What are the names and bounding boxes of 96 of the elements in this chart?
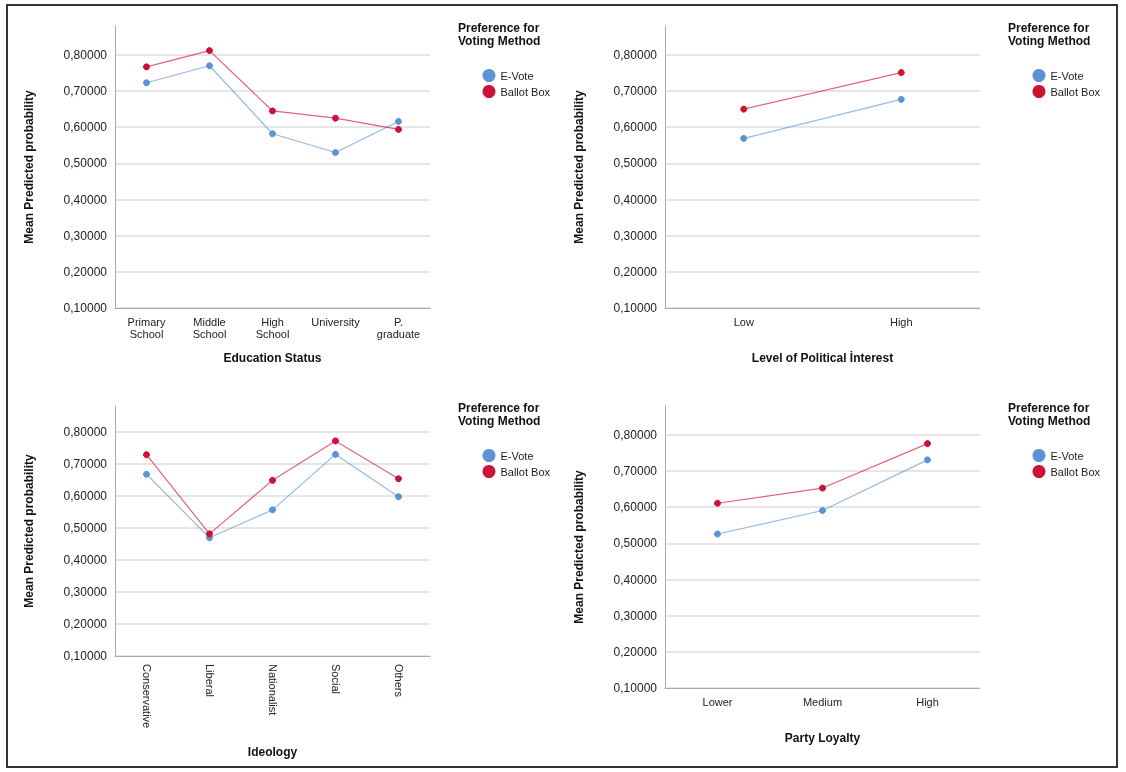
point [332,437,339,445]
legend-label: E-Vote [1050,449,1084,462]
point [897,95,905,103]
y-tick-label: 0,20000 [63,616,108,631]
point [924,456,931,464]
legend-title: Preference for Voting Method [458,400,543,428]
point [143,63,150,71]
y-tick-label: 0,50000 [63,520,108,535]
y-tick-label: 0,30000 [63,228,108,243]
y-tick-label: 0,10000 [63,301,108,315]
legend-label: Ballot Box [500,85,551,98]
y-axis-title: Mean Predicted probability [572,470,586,624]
legend-label: Ballot Box [1050,85,1101,98]
x-tick-label: High School [255,316,290,340]
legend-title: Preference for Voting Method [1008,20,1093,48]
point [395,117,402,125]
point [269,476,276,484]
legend-label: Ballot Box [1050,465,1101,478]
y-tick-label: 0,20000 [613,264,658,279]
x-axis-title: Party Loyalty [784,731,861,745]
y-tick-label: 0,60000 [63,488,108,503]
x-tick-label: Medium [802,696,843,708]
legend-title: Preference for Voting Method [458,20,543,48]
y-axis-title: Mean Predicted probability [22,90,36,244]
y-tick-label: 0,60000 [613,500,658,515]
x-tick-label: Liberal [203,664,216,698]
y-tick-label: 0,30000 [63,584,108,599]
point [269,107,276,115]
x-tick-label: Nationalist [266,664,279,716]
point [924,440,931,448]
y-tick-label: 0,10000 [63,649,108,663]
x-tick-label: Middle School [192,316,227,340]
y-tick-label: 0,60000 [63,120,108,135]
y-tick-label: 0,60000 [613,120,658,135]
point [143,79,150,87]
y-tick-label: 0,80000 [63,47,108,62]
y-tick-label: 0,40000 [63,192,108,207]
y-tick-label: 0,70000 [63,456,108,471]
y-tick-label: 0,80000 [63,424,108,439]
legend-label: Ballot Box [500,465,551,478]
y-tick-label: 0,80000 [613,47,658,62]
point [395,475,402,483]
y-tick-label: 0,30000 [613,608,658,623]
x-tick-label: High [916,696,939,708]
point [395,125,402,133]
y-tick-label: 0,50000 [63,156,108,171]
point [269,506,276,514]
y-axis-title: Mean Predicted probability [22,454,36,608]
x-tick-label: University [311,316,361,328]
y-tick-label: 0,10000 [613,681,658,695]
y-tick-label: 0,50000 [613,156,658,171]
point [740,134,748,142]
y-axis-title: Mean Predicted probability [572,90,586,244]
legend-label: E-Vote [1050,69,1084,82]
point [206,47,213,55]
y-tick-label: 0,70000 [613,84,658,99]
x-tick-label: P. graduate [376,316,421,340]
x-tick-label: Social [329,664,342,694]
point [143,470,150,478]
y-tick-label: 0,10000 [613,301,658,315]
point [206,530,213,538]
x-tick-label: High [889,316,913,328]
point [819,506,826,514]
point [143,451,150,459]
point [395,493,402,501]
legend-label: E-Vote [500,69,534,82]
y-tick-label: 0,20000 [63,264,108,279]
x-tick-label: Lower [702,696,733,708]
y-tick-label: 0,50000 [613,536,658,551]
point [332,149,339,157]
point [897,69,905,77]
y-tick-label: 0,40000 [63,552,108,567]
x-tick-label: Primary School [127,316,166,340]
y-tick-label: 0,20000 [613,644,658,659]
x-tick-label: Conservative [140,664,153,729]
point [206,62,213,70]
y-tick-label: 0,40000 [613,192,658,207]
point [332,450,339,458]
point [819,484,826,492]
y-tick-label: 0,70000 [63,84,108,99]
x-axis-title: Level of Political İnterest [751,350,894,365]
y-tick-label: 0,30000 [613,228,658,243]
point [714,530,721,538]
point [740,105,748,113]
x-axis-title: Education Status [223,351,322,365]
y-tick-label: 0,80000 [613,427,658,442]
point [269,130,276,138]
x-tick-label: Others [392,664,405,698]
y-tick-label: 0,70000 [613,464,658,479]
x-axis-title: Ideology [247,745,298,759]
legend-title: Preference for Voting Method [1008,400,1093,428]
legend-label: E-Vote [500,449,534,462]
point [714,499,721,507]
x-tick-label: Low [733,316,754,328]
point [332,114,339,122]
y-tick-label: 0,40000 [613,572,658,587]
